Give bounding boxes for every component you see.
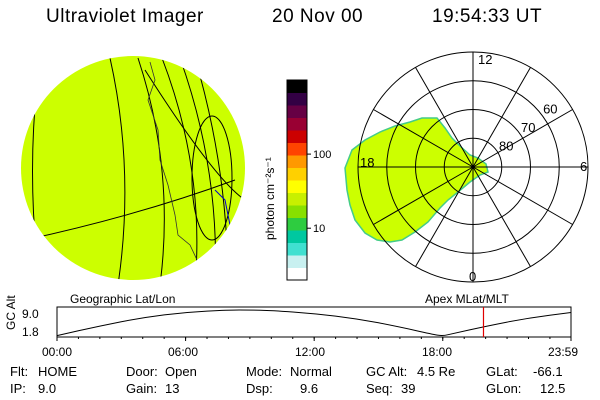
xtick-label: 18:00 <box>422 345 453 359</box>
mlt-radial <box>415 67 474 168</box>
ip-value: 9.0 <box>38 381 57 396</box>
gain-value: 13 <box>165 381 180 396</box>
meridian-line <box>109 57 126 280</box>
meridian-line <box>194 57 229 280</box>
altitude-chart-frame <box>56 306 572 338</box>
seq-label: Seq: <box>366 381 393 396</box>
right-panel-label: Apex MLat/MLT <box>425 292 509 306</box>
mlt-label: 18 <box>360 155 374 170</box>
earth-disk <box>21 56 245 280</box>
gcalt-value: 4.5 Re <box>417 364 456 379</box>
meridian-line <box>137 57 165 280</box>
parallel-ellipse <box>191 115 233 241</box>
colorbar-segment <box>287 167 307 181</box>
mlat-label: 60 <box>543 102 557 117</box>
mlt-label: 6 <box>580 159 587 174</box>
ip-label: IP: <box>10 381 26 396</box>
mlt-radial <box>472 166 531 267</box>
mlt-radial <box>472 109 573 168</box>
gcalt-label: GC Alt: <box>366 364 408 379</box>
colorbar-segment <box>287 255 307 268</box>
mlt-radial <box>472 166 573 225</box>
colorbar-tick-label: 10 <box>313 223 325 235</box>
door-value: Open <box>165 364 197 379</box>
colorbar-segment <box>287 180 307 193</box>
mlt-radial <box>373 109 474 168</box>
colorbar-segment <box>287 155 307 168</box>
xtick-label: 12:00 <box>295 345 326 359</box>
colorbar-segment <box>287 80 307 93</box>
flt-label: Flt: <box>10 364 29 379</box>
colorbar-segment <box>287 267 307 281</box>
meridian-line <box>32 59 41 280</box>
parallel-line <box>144 69 245 201</box>
colorbar-unit-label: photon cm⁻²s⁻¹ <box>263 157 277 240</box>
dsp-label: Dsp: <box>246 381 273 396</box>
mlat-circle <box>386 80 560 254</box>
xtick-label: 06:00 <box>168 345 199 359</box>
left-panel-label: Geographic Lat/Lon <box>70 292 176 306</box>
parallel-line <box>24 179 236 241</box>
colorbar-segment <box>287 142 307 156</box>
auroral-oval <box>344 117 489 243</box>
coastline-blue <box>214 189 231 280</box>
meridian-line <box>179 57 217 280</box>
mlt-radial <box>373 166 474 225</box>
altitude-series-line <box>56 309 572 337</box>
colorbar-segment <box>287 230 307 243</box>
colorbar-tick-label: 100 <box>313 149 331 161</box>
seq-value: 39 <box>401 381 416 396</box>
instrument-title: Ultraviolet Imager <box>46 6 204 27</box>
mlt-radial <box>415 166 474 267</box>
colorbar-segment <box>287 205 307 218</box>
colorbar-segment <box>287 105 307 118</box>
date-label: 20 Nov 00 <box>272 6 364 27</box>
flt-value: HOME <box>38 364 77 379</box>
colorbar-segment <box>287 130 307 143</box>
xtick-label: 00:00 <box>42 345 73 359</box>
colorbar-segment <box>287 242 307 256</box>
glat-value: -66.1 <box>533 364 563 379</box>
altitude-ytick-top: 9.0 <box>22 307 39 321</box>
mlat-label: 80 <box>499 139 513 154</box>
mlt-label: 12 <box>478 52 492 67</box>
glat-label: GLat: <box>486 364 518 379</box>
mlt-radial <box>472 67 531 168</box>
mode-value: Normal <box>290 364 332 379</box>
dsp-value: 9.6 <box>300 381 319 396</box>
colorbar-segment <box>287 192 307 206</box>
altitude-y-label: GC Alt <box>4 295 18 330</box>
glon-label: GLon: <box>486 381 522 396</box>
mlat-label: 70 <box>521 120 535 135</box>
mode-label: Mode: <box>246 364 283 379</box>
altitude-ytick-bottom: 1.8 <box>22 325 39 339</box>
mlat-circle <box>357 51 589 283</box>
colorbar-segment <box>287 217 307 231</box>
meridian-line <box>161 57 198 280</box>
glon-value: 12.5 <box>540 381 566 396</box>
door-label: Door: <box>126 364 158 379</box>
mlt-label: 0 <box>469 269 476 284</box>
mlat-circle <box>415 109 531 225</box>
coastline <box>147 61 201 280</box>
colorbar-segment <box>287 117 307 131</box>
colorbar-segment <box>287 92 307 106</box>
gain-label: Gain: <box>126 381 158 396</box>
time-label: 19:54:33 UT <box>432 6 543 27</box>
mlat-circle <box>443 137 503 197</box>
xtick-label: 23:59 <box>548 345 579 359</box>
